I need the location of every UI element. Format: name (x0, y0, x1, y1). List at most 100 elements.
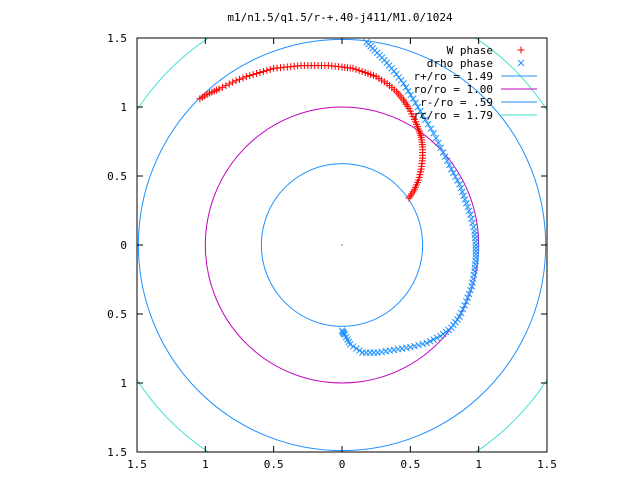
legend-label-1: drho phase (427, 57, 493, 70)
point-s1-9-d2 (447, 165, 455, 173)
point-s1-21-m2 (430, 336, 437, 343)
point-s1-10-m2 (458, 188, 466, 196)
point-s1-18-m1 (461, 302, 469, 309)
point-s1-19-m1 (454, 316, 461, 323)
point-s1-17-d2 (468, 283, 476, 290)
point-s1-17-m3 (464, 294, 472, 302)
point-s1-5-m3 (416, 107, 424, 115)
point-s1-26-m1-d2 (356, 347, 363, 354)
point-s0-21 (270, 64, 278, 72)
point-s1-14-d2 (472, 241, 480, 249)
point-s1-18-m3 (457, 309, 465, 317)
point-s1-6-m1-d2 (422, 116, 429, 124)
point-s1-3-m2 (395, 73, 403, 81)
point-s1-10-m3-d2 (460, 192, 467, 200)
point-s1-14-m1-d2 (472, 244, 480, 252)
point-s1-21-m3 (426, 337, 434, 345)
x-tick-label-0: 1.5 (127, 458, 147, 471)
point-s1-10-m1-d2 (457, 184, 465, 192)
point-s1-12-m1 (468, 215, 475, 223)
point-s1-4-m1 (402, 83, 410, 91)
point-s1-10-m3 (460, 192, 467, 200)
center-dot (341, 244, 343, 246)
legend-marker-0 (517, 46, 525, 54)
point-s0-23-m1 (239, 74, 247, 82)
point-s1-8-m1 (441, 153, 449, 161)
point-s1-26-m3-d2 (349, 343, 357, 350)
y-tick-label-2: 0.5 (107, 170, 127, 183)
point-s1-6-m2-d2 (424, 120, 432, 128)
point-s1-26-m2-d2 (352, 345, 360, 352)
point-s1-10-d2 (456, 180, 463, 188)
point-s1-17-m2 (465, 290, 473, 298)
point-s0-24 (229, 78, 237, 86)
point-s1-17 (468, 283, 476, 290)
point-s1-12-m3 (470, 223, 477, 231)
point-s1-23-m2-d2 (398, 345, 406, 352)
circle-3 (137, 38, 547, 452)
y-tick-label-1: 1 (120, 101, 127, 114)
point-s1-7-m1-d2 (432, 134, 440, 142)
point-s1-11-m3-d2 (465, 207, 473, 215)
circles-layer (137, 38, 547, 452)
legend-label-3: ro/ro = 1.00 (414, 83, 493, 96)
point-s1-6-d2 (419, 111, 426, 119)
point-s1-8-m1-d2 (441, 153, 449, 161)
point-s1-7-m3 (437, 144, 445, 152)
y-tick-label-4: 0.5 (107, 308, 127, 321)
point-s1-12-m3-d2 (470, 223, 477, 231)
point-s1-14-m2-d2 (472, 247, 480, 255)
point-s1-9-m1 (450, 169, 457, 177)
y-tick-label-0: 1.5 (107, 32, 127, 45)
point-s1-3 (390, 67, 398, 75)
point-s1-5-m3-d2 (416, 107, 424, 115)
x-tick-label-5: 1 (475, 458, 482, 471)
legend-label-2: r+/ro = 1.49 (414, 70, 493, 83)
point-s1-8-m2-d2 (443, 157, 451, 165)
point-s1-11 (461, 196, 469, 203)
x-tick-label-2: 0.5 (264, 458, 284, 471)
point-s0-24-m3 (218, 83, 226, 91)
point-s0-23 (242, 73, 250, 81)
x-tick-label-6: 1.5 (537, 458, 557, 471)
point-s1-21-m3-d2 (426, 337, 434, 345)
point-s1-9-m3-d2 (454, 177, 461, 184)
point-s1-14-m3 (472, 250, 480, 258)
point-s0-22-m2 (249, 71, 257, 79)
point-s1-26-m1 (356, 347, 363, 354)
point-s1-8-m3-d2 (445, 161, 453, 169)
point-s1-27-m2-d2 (344, 336, 351, 343)
point-s1-21-m1 (433, 334, 441, 342)
point-s1-14 (472, 241, 480, 249)
point-s1-23-m3-d2 (394, 345, 402, 353)
point-s1-21-m1-d2 (433, 334, 441, 342)
point-s1-26-d2 (359, 349, 366, 356)
point-s1-9 (447, 165, 455, 173)
point-s0-21-m2 (263, 66, 271, 74)
point-s1-27-d2 (346, 341, 354, 348)
point-s0-23-m2 (236, 75, 243, 83)
point-s1-4-m2 (404, 87, 412, 95)
point-s0-14-m3 (352, 65, 360, 73)
point-s0-27 (196, 95, 204, 103)
point-s1-6-m2 (424, 120, 432, 128)
point-s1-3-m3-d2 (397, 77, 405, 84)
point-s1-19-m2-d2 (452, 318, 459, 326)
point-s1-8-d2 (439, 149, 447, 156)
legend-label-4: r-/ro = .59 (420, 96, 493, 109)
point-s1-19-d2 (456, 313, 463, 321)
point-s1-5-d2 (409, 95, 417, 103)
point-s1-26 (359, 349, 366, 356)
point-s1-7 (430, 129, 437, 137)
circle-2 (260, 163, 424, 327)
point-s1-14-m3-d2 (472, 250, 480, 258)
point-s1-19-m2 (452, 318, 459, 326)
point-s1-7-d2 (430, 129, 437, 137)
point-s1-14-m1 (472, 244, 480, 252)
point-s1-5 (409, 95, 417, 103)
point-s1-6-m3 (427, 125, 435, 133)
point-s1-17-m1-d2 (467, 286, 474, 294)
point-s1-3-m1 (392, 70, 400, 78)
chart-title: m1/n1.5/q1.5/r-+.40-j411/M1.0/1024 (227, 11, 453, 24)
point-s1-8-m3 (445, 161, 453, 169)
